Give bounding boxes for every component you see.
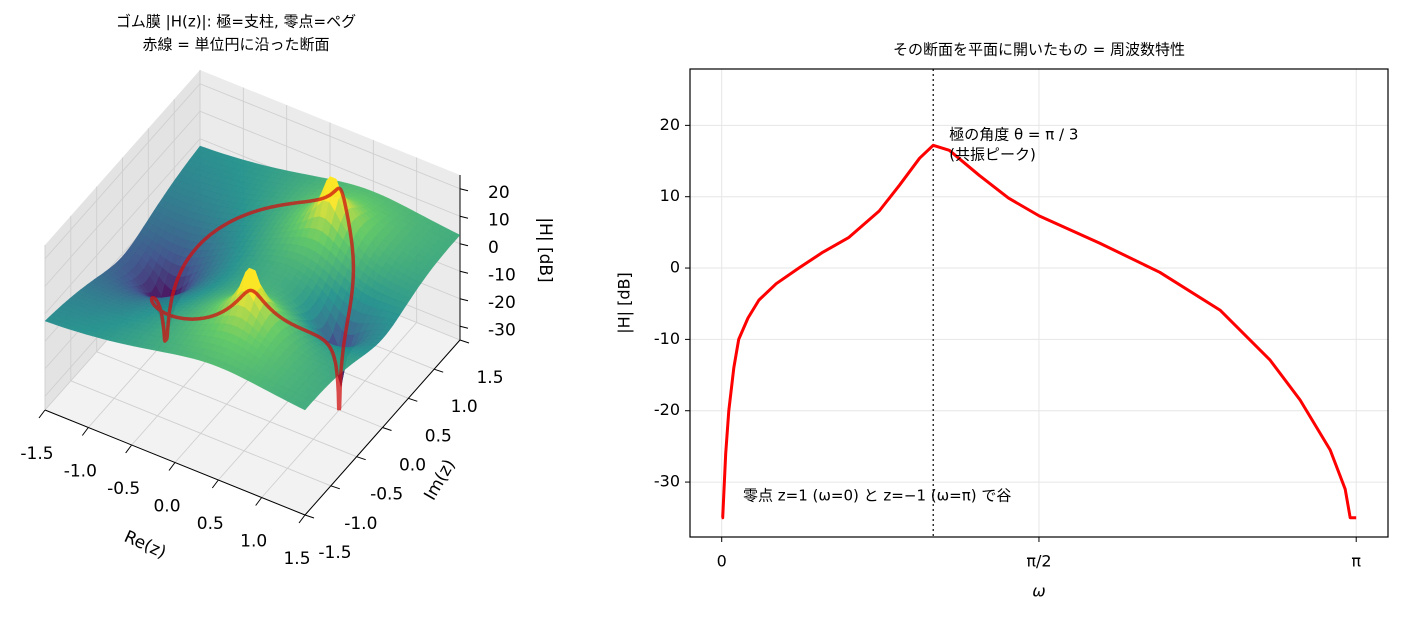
grid-line [199,83,461,190]
z-tick-label: 20 [488,183,510,203]
z-tick [459,270,469,274]
y-tick [434,368,444,373]
x-tick [255,497,263,506]
chart-subtitle: 赤線 = 単位円に沿った断面 [142,36,329,54]
grid-line [70,380,332,487]
unit-circle-section [149,186,356,411]
z-tick-label: -20 [488,293,516,313]
x-tick-label: -0.5 [107,479,140,499]
x-tick-label: 0.5 [197,514,224,534]
y-axis-label: |H| [dB] [615,272,634,334]
grid-line [44,83,201,260]
chart-title: その断面を平面に開いたもの = 周波数特性 [893,41,1185,59]
y-tick-label: -0.5 [370,485,403,505]
line-series [721,143,1357,520]
y-tick-label: -10 [654,329,680,348]
y-tick-label: -1.0 [344,514,377,534]
x-tick-label: -1.0 [64,462,97,482]
y-tick [356,456,366,461]
x-tick-label: 1.5 [283,549,310,569]
x-axis-label: ω [1032,582,1045,601]
y-tick-label: 0 [670,258,680,277]
y-tick [408,397,418,402]
x-tick-label: π [1351,552,1361,571]
y-tick-label: -1.5 [318,543,351,563]
grid-line [199,110,461,217]
y-tick-label: -30 [654,472,680,491]
x-tick-label: -1.5 [20,444,53,464]
y-tick-label: 1.0 [451,397,478,417]
x-tick [168,462,176,471]
y-tick-label: 0.5 [425,426,452,446]
plot-frame [689,68,1389,538]
annotation: 極の角度 θ = π / 3 [949,126,1078,144]
y-tick [459,339,470,344]
x-tick-label: 0 [717,552,727,571]
y-tick [382,427,392,431]
z-tick [459,215,469,219]
annotation: (共振ピーク) [949,146,1036,164]
x-tick [211,479,219,489]
grid-line [96,351,357,458]
y-tick-label: 0.0 [399,456,426,476]
z-tick-label: -10 [488,265,516,285]
z-tick [459,298,469,302]
z-tick [459,188,469,192]
z-axis-label: |H| [dB] [535,217,555,282]
x-tick [125,444,133,454]
axis-line [304,339,461,516]
y-tick-label: 10 [660,186,680,205]
surface-cell [298,402,309,411]
x-tick-label: 0.0 [153,497,180,517]
y-tick-label: 1.5 [476,368,503,388]
z-tick-label: -30 [488,320,516,340]
axis-line [44,409,306,516]
grid-line [44,138,201,315]
x-tick [81,427,89,436]
z-tick-label: 0 [488,238,499,258]
z-tick-label: 10 [488,210,510,230]
x-tick-label: π/2 [1026,552,1051,571]
annotation: 零点 z=1 (ω=0) と z=−1 (ω=π) で谷 [743,487,1011,505]
x-tick [298,514,306,524]
y-tick [304,514,315,519]
y-tick [330,485,340,490]
z-tick [459,325,469,329]
y-tick-label: 20 [660,115,680,134]
grid-line [44,110,201,287]
z-tick [459,243,469,247]
chart-title: ゴム膜 |H(z)|: 極=支柱, 零点=ペグ [116,13,356,31]
x-tick-label: 1.0 [240,532,267,552]
y-tick-label: -20 [654,400,680,419]
x-tick [38,409,46,419]
